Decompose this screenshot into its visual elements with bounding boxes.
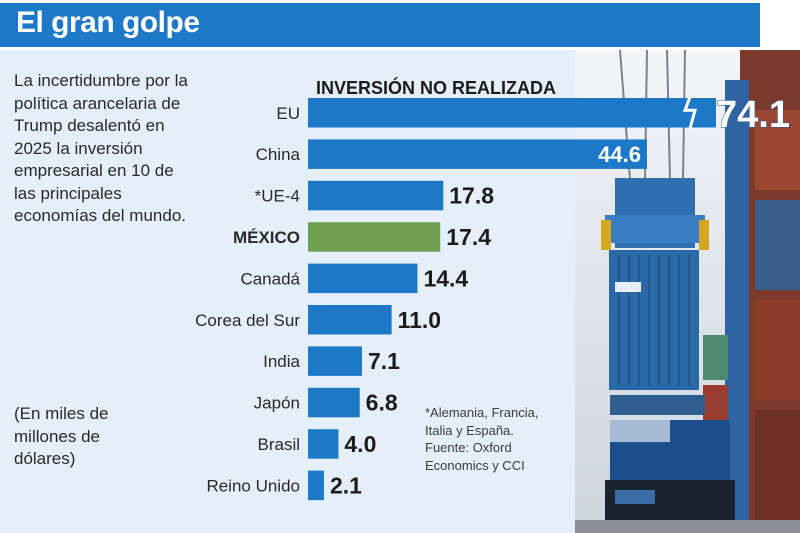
bar-brasil (308, 429, 339, 459)
port-container-crane-photo (575, 50, 800, 533)
bar-reino-unido (308, 470, 324, 501)
category-label-ue-4: *UE-4 (255, 187, 300, 206)
category-label-canada: Canadá (240, 269, 300, 288)
bar-mexico (308, 222, 441, 252)
bar-china (308, 139, 647, 169)
note-line: Italia y España. (425, 422, 514, 438)
category-label-reino-unido: Reino Unido (206, 476, 300, 495)
intro-text: La incertidumbre por la política arancel… (14, 71, 188, 225)
value-label-eu: 74.1 (716, 94, 790, 136)
value-label-canada: 14.4 (423, 265, 468, 291)
value-label-brasil: 4.0 (344, 431, 376, 457)
value-label-india: 7.1 (368, 348, 400, 374)
note-line: *Alemania, Francia, (425, 405, 539, 420)
note-line: Economics y CCI (425, 457, 525, 473)
category-label-eu: EU (276, 104, 300, 123)
bar-japon (308, 387, 360, 418)
category-label-corea-del-sur: Corea del Sur (195, 311, 300, 330)
bar-ue-4 (308, 180, 444, 211)
bar-corea-del-sur (308, 305, 392, 335)
page-title: El gran golpe (16, 6, 200, 39)
chart-title: INVERSIÓN NO REALIZADA (316, 77, 556, 98)
category-label-brasil: Brasil (257, 435, 300, 454)
bar-canada (308, 263, 418, 294)
value-label-china: 44.6 (598, 142, 641, 167)
bar-eu (308, 98, 716, 128)
category-label-india: India (263, 352, 300, 371)
header: El gran golpe (0, 0, 800, 50)
axis-break-mark (682, 96, 697, 129)
value-label-japon: 6.8 (366, 390, 398, 416)
header-bar (0, 3, 760, 47)
bars-group: EU 74.1 China 44.6 *UE-4 17.8 MÉXICO 17.4 Canadá… (195, 93, 790, 501)
category-label-mexico: MÉXICO (233, 228, 300, 247)
category-label-china: China (256, 145, 301, 164)
chart-panel (0, 50, 575, 533)
value-label-corea-del-sur: 11.0 (398, 307, 442, 333)
value-label-reino-unido: 2.1 (330, 472, 362, 498)
value-label-ue-4: 17.8 (449, 183, 494, 209)
value-label-mexico: 17.4 (446, 224, 491, 250)
category-label-japon: Japón (254, 394, 300, 413)
units-note: (En miles de millones de dólares) (14, 404, 109, 468)
bar-india (308, 346, 362, 376)
note-line: Fuente: Oxford (425, 440, 512, 455)
source-note: *Alemania, Francia, Italia y España. Fue… (425, 404, 570, 474)
